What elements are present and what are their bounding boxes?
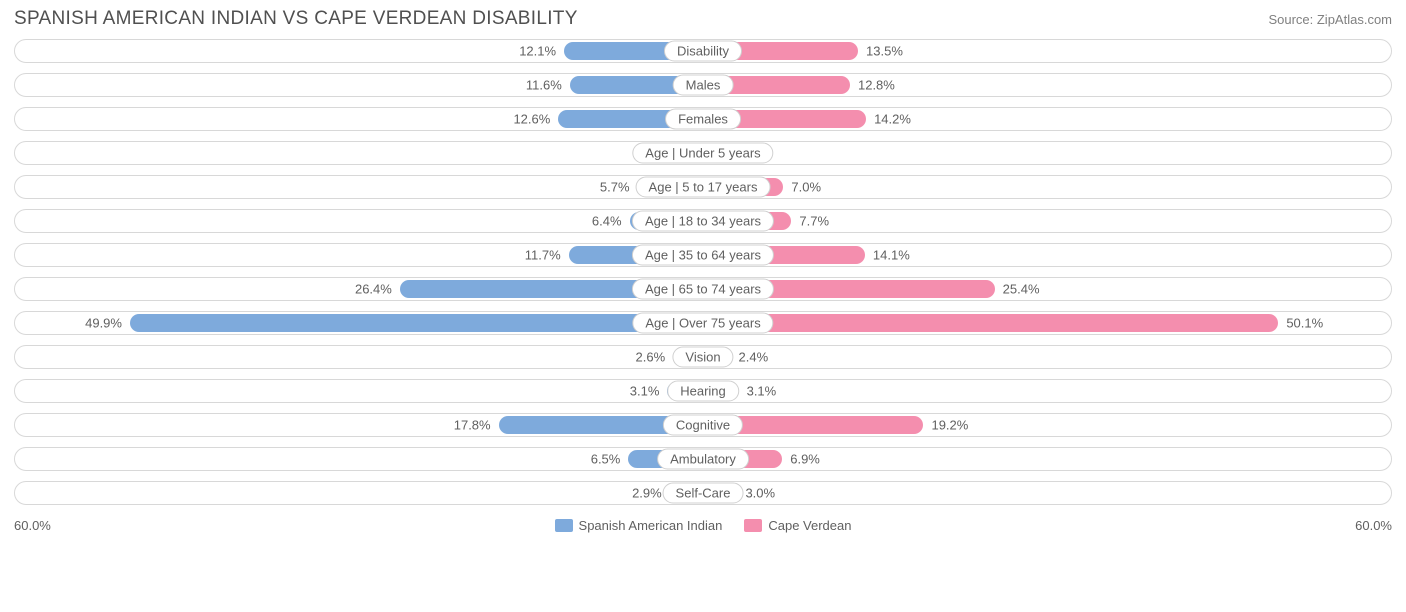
category-label: Hearing	[667, 381, 739, 402]
chart-row: 6.4% 7.7% Age | 18 to 34 years	[14, 206, 1392, 236]
value-label-left: 6.5%	[591, 452, 621, 467]
bar-left	[130, 314, 703, 332]
value-label-left: 5.7%	[600, 180, 630, 195]
value-label-right: 3.1%	[747, 384, 777, 399]
chart-row: 5.7% 7.0% Age | 5 to 17 years	[14, 172, 1392, 202]
chart-row: 11.6% 12.8% Males	[14, 70, 1392, 100]
value-label-right: 2.4%	[739, 350, 769, 365]
value-label-right: 50.1%	[1286, 316, 1323, 331]
chart-title: SPANISH AMERICAN INDIAN VS CAPE VERDEAN …	[14, 8, 578, 30]
chart-row: 12.6% 14.2% Females	[14, 104, 1392, 134]
category-label: Self-Care	[663, 483, 744, 504]
category-label: Age | Under 5 years	[632, 143, 773, 164]
legend-item-right: Cape Verdean	[744, 518, 851, 533]
chart-footer: 60.0% 60.0% Spanish American Indian Cape…	[0, 512, 1406, 533]
chart-row: 1.3%1.7%Age | Under 5 years	[14, 138, 1392, 168]
value-label-left: 26.4%	[355, 282, 392, 297]
value-label-left: 49.9%	[85, 316, 122, 331]
value-label-right: 25.4%	[1003, 282, 1040, 297]
legend-swatch-left	[555, 519, 573, 532]
chart-source: Source: ZipAtlas.com	[1268, 12, 1392, 27]
value-label-right: 7.7%	[799, 214, 829, 229]
value-label-right: 14.2%	[874, 112, 911, 127]
category-label: Cognitive	[663, 415, 743, 436]
value-label-left: 2.6%	[636, 350, 666, 365]
chart-row: 12.1% 13.5% Disability	[14, 36, 1392, 66]
value-label-left: 11.7%	[525, 248, 561, 263]
value-label-right: 7.0%	[791, 180, 821, 195]
chart-row: 2.6% 2.4% Vision	[14, 342, 1392, 372]
legend-label-right: Cape Verdean	[768, 518, 851, 533]
chart-row: 2.9% 3.0%Self-Care	[14, 478, 1392, 508]
category-label: Age | 5 to 17 years	[636, 177, 771, 198]
legend-swatch-right	[744, 519, 762, 532]
value-label-right: 12.8%	[858, 78, 895, 93]
axis-max-right: 60.0%	[1355, 518, 1392, 533]
value-label-right: 3.0%	[745, 486, 775, 501]
category-label: Age | 35 to 64 years	[632, 245, 774, 266]
value-label-left: 6.4%	[592, 214, 622, 229]
category-label: Age | 18 to 34 years	[632, 211, 774, 232]
legend-label-left: Spanish American Indian	[579, 518, 723, 533]
axis-max-left: 60.0%	[14, 518, 51, 533]
chart-row: 6.5% 6.9% Ambulatory	[14, 444, 1392, 474]
chart-row: 26.4% 25.4% Age | 65 to 74 years	[14, 274, 1392, 304]
value-label-left: 3.1%	[630, 384, 660, 399]
value-label-left: 11.6%	[526, 78, 562, 93]
chart-row: 17.8% 19.2% Cognitive	[14, 410, 1392, 440]
chart-row: 49.9% 50.1% Age | Over 75 years	[14, 308, 1392, 338]
category-label: Vision	[672, 347, 733, 368]
value-label-right: 14.1%	[873, 248, 910, 263]
chart-plot-area: 12.1% 13.5% Disability 11.6% 12.8% Males 12.6%…	[0, 36, 1406, 508]
category-label: Ambulatory	[657, 449, 749, 470]
chart-row: 3.1% 3.1% Hearing	[14, 376, 1392, 406]
category-label: Males	[673, 75, 734, 96]
legend-item-left: Spanish American Indian	[555, 518, 723, 533]
value-label-left: 17.8%	[454, 418, 491, 433]
value-label-left: 2.9%	[632, 486, 662, 501]
category-label: Disability	[664, 41, 742, 62]
bar-right	[703, 314, 1278, 332]
category-label: Age | 65 to 74 years	[632, 279, 774, 300]
value-label-right: 13.5%	[866, 44, 903, 59]
value-label-right: 19.2%	[931, 418, 968, 433]
value-label-left: 12.1%	[519, 44, 556, 59]
chart-header: SPANISH AMERICAN INDIAN VS CAPE VERDEAN …	[0, 0, 1406, 36]
value-label-left: 12.6%	[513, 112, 550, 127]
category-label: Age | Over 75 years	[632, 313, 773, 334]
value-label-right: 6.9%	[790, 452, 820, 467]
chart-row: 11.7% 14.1% Age | 35 to 64 years	[14, 240, 1392, 270]
category-label: Females	[665, 109, 741, 130]
